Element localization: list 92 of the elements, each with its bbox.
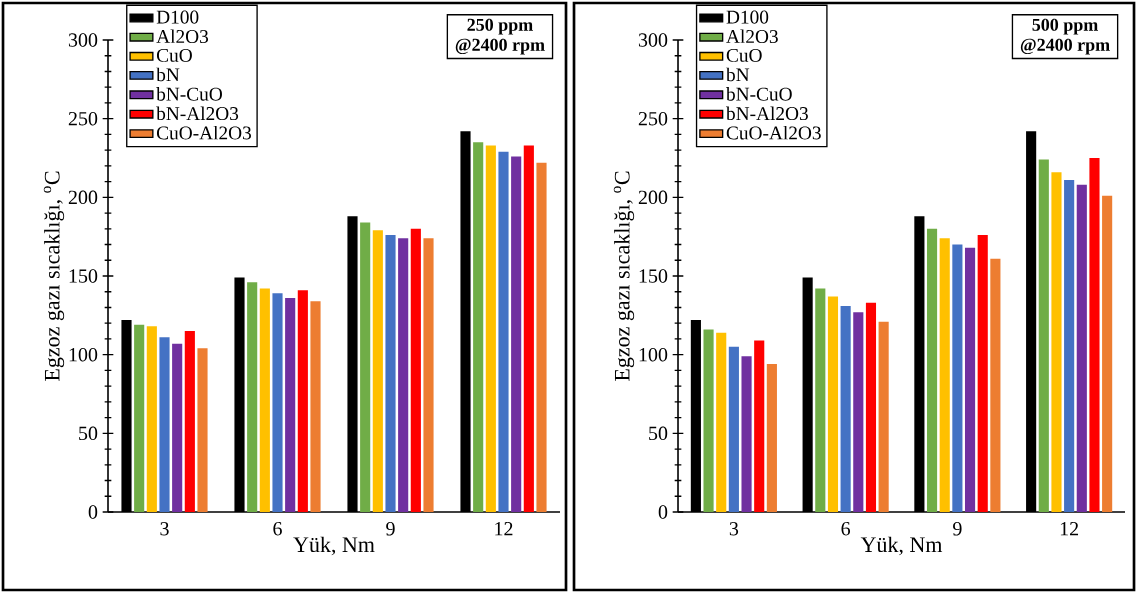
bar [247,282,258,512]
bar [297,290,308,512]
annotation: @2400 rpm [455,38,545,55]
y-tick-label: 100 [69,347,98,362]
y-tick-label: 100 [639,347,668,362]
text: 500 ppm [1032,18,1098,35]
y-tick-label: 300 [68,33,98,47]
bar [1064,180,1075,512]
y-tick-label: 0 [658,505,668,519]
y-tick-label: 250 [68,111,98,126]
y-tick-label: 0 [88,505,98,519]
bar [259,288,270,512]
bar [360,222,371,512]
bar [1051,172,1062,512]
bar [146,326,157,512]
bar [703,329,714,512]
bar [939,238,950,512]
x-tick-label: 3 [729,522,739,536]
bar [827,296,839,512]
bar [716,332,727,512]
bar [423,238,434,512]
legend-label: bN-Al2O3 [725,106,808,121]
bar [878,321,889,512]
legend-label: bN [156,67,180,82]
x-axis-title: Yük, Nm [293,536,375,556]
bar [840,305,851,512]
bar [473,142,484,512]
y-axis-title: Egzoz gazı sıcaklığı, $^{o}$C [43,171,65,381]
bar [728,346,739,512]
bar [184,331,195,512]
y-tick-label: 50 [649,426,668,441]
annotation: @2400 rpm [1020,38,1110,55]
y-tick-label: 200 [638,190,668,205]
bar [285,298,296,512]
x-tick-label: 9 [953,522,962,536]
bar [372,230,383,512]
bar [952,244,963,512]
bar [485,145,496,512]
bar [134,324,145,512]
legend-label: bN-Al2O3 [156,106,239,121]
x-tick-label: 3 [160,522,169,536]
bar [741,356,752,512]
y-tick-label: 300 [638,33,668,47]
y-tick-label: 150 [639,269,668,283]
bar [754,340,765,512]
bar [536,162,547,512]
legend-label: bN-CuO [156,87,222,101]
legend-label: D100 [726,10,769,24]
legend-label: CuO [726,48,762,62]
bar [197,348,208,512]
bar [398,238,409,512]
x-tick-label: 12 [495,522,513,536]
bar [1102,195,1113,512]
bar [990,258,1001,512]
legend-label: Al2O3 [726,29,778,44]
legend-label: bN-CuO [725,87,792,101]
x-tick-label: 12 [1060,522,1079,536]
bar [159,337,170,512]
x-tick-label: 6 [273,522,282,536]
bar [410,228,421,512]
y-tick-label: 150 [69,269,98,283]
legend-label: CuO-Al2O3 [156,125,251,140]
bar [1038,159,1049,512]
x-tick-label: 9 [386,522,395,536]
legend-label: D100 [156,10,199,24]
bar [1076,184,1087,512]
bar [977,235,988,512]
bar [385,235,396,512]
legend-label: bN [725,67,750,82]
y-axis-title: Egzoz gazı sıcaklığı, $^{o}$C [613,171,635,381]
bar [511,156,522,512]
bar [172,343,183,512]
bar [815,288,826,512]
bar [865,302,877,512]
y-tick-label: 200 [68,190,98,205]
bar [272,293,283,512]
bar [310,301,321,512]
bar [1089,158,1100,512]
legend-label: CuO [156,48,192,62]
bar [766,364,777,512]
x-axis-title: Yük, Nm [860,536,943,556]
legend-label: CuO-Al2O3 [726,125,821,140]
y-tick-label: 50 [79,426,98,441]
y-tick-label: 250 [638,111,668,126]
x-tick-label: 6 [841,522,851,536]
text: 250 ppm [467,18,533,35]
bar [926,228,938,512]
bar [964,247,976,512]
bar [498,151,509,512]
legend-label: Al2O3 [156,29,209,44]
bar [853,312,864,512]
bar [523,145,534,512]
